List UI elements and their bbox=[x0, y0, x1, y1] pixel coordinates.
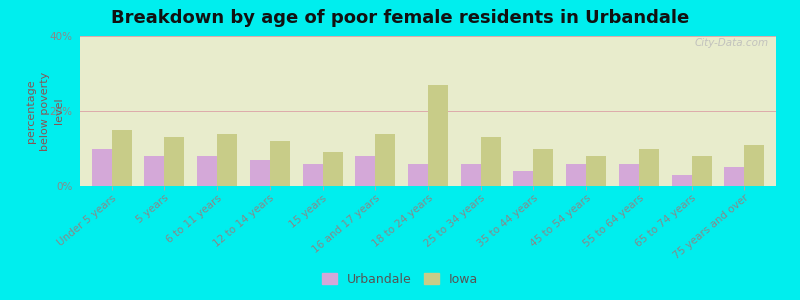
Bar bbox=[692, 156, 712, 186]
Bar bbox=[566, 164, 586, 186]
Bar bbox=[92, 148, 112, 186]
Bar bbox=[197, 156, 217, 186]
Bar bbox=[322, 152, 342, 186]
Legend: Urbandale, Iowa: Urbandale, Iowa bbox=[317, 268, 483, 291]
Bar bbox=[744, 145, 765, 186]
Bar bbox=[270, 141, 290, 186]
Text: City-Data.com: City-Data.com bbox=[695, 38, 769, 47]
Bar bbox=[481, 137, 501, 186]
Bar bbox=[408, 164, 428, 186]
Bar bbox=[144, 156, 164, 186]
Text: Breakdown by age of poor female residents in Urbandale: Breakdown by age of poor female resident… bbox=[111, 9, 689, 27]
Bar bbox=[164, 137, 184, 186]
Bar bbox=[250, 160, 270, 186]
Bar bbox=[461, 164, 481, 186]
Bar bbox=[534, 148, 554, 186]
Bar bbox=[619, 164, 639, 186]
Bar bbox=[672, 175, 692, 186]
Bar bbox=[514, 171, 534, 186]
Bar bbox=[428, 85, 448, 186]
Bar bbox=[302, 164, 322, 186]
Bar bbox=[217, 134, 237, 186]
Bar bbox=[586, 156, 606, 186]
Bar bbox=[355, 156, 375, 186]
Y-axis label: percentage
below poverty
level: percentage below poverty level bbox=[26, 71, 64, 151]
Bar bbox=[639, 148, 659, 186]
Bar bbox=[112, 130, 132, 186]
Bar bbox=[375, 134, 395, 186]
Bar bbox=[724, 167, 744, 186]
